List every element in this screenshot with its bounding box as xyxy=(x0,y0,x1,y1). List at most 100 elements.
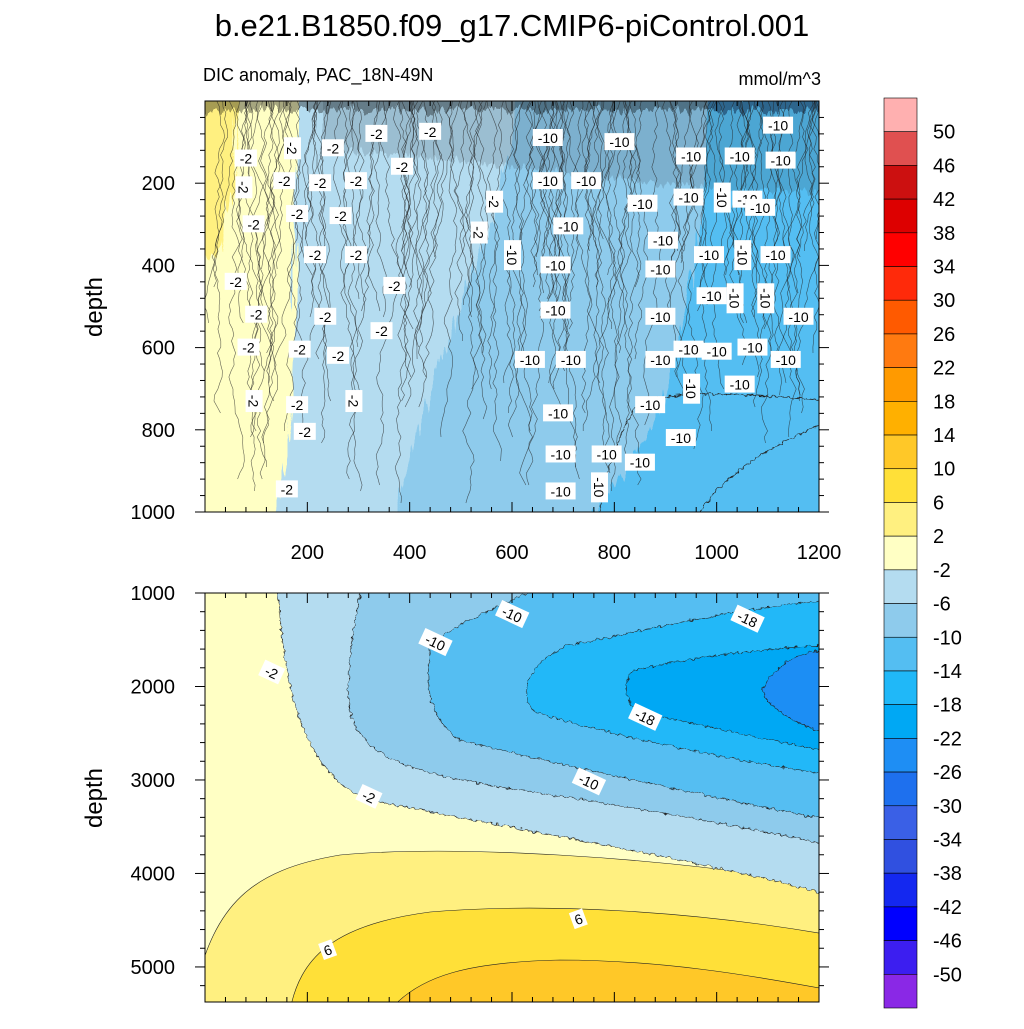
colorbar-swatch xyxy=(883,940,918,975)
contour-label: -10 xyxy=(645,307,676,325)
y-tick-label: 3000 xyxy=(131,770,176,792)
svg-text:-2: -2 xyxy=(332,348,345,364)
svg-text:-10: -10 xyxy=(678,342,698,358)
svg-text:-2: -2 xyxy=(250,307,263,323)
x-tick-label: 200 xyxy=(291,542,324,564)
svg-text:-10: -10 xyxy=(550,446,570,462)
svg-text:-10: -10 xyxy=(768,118,788,134)
x-tick-label: 800 xyxy=(598,542,631,564)
contour-label: -10 xyxy=(540,301,571,319)
colorbar-label: -2 xyxy=(933,560,951,582)
contour-label: -2 xyxy=(345,390,363,413)
svg-text:-10: -10 xyxy=(640,397,660,413)
colorbar-label: -42 xyxy=(933,897,962,919)
y-tick-label: 1000 xyxy=(131,502,176,524)
colorbar-label: -18 xyxy=(933,695,962,717)
colorbar-swatch xyxy=(883,131,918,166)
svg-text:-10: -10 xyxy=(699,247,719,263)
svg-text:-2: -2 xyxy=(396,159,409,175)
svg-text:-10: -10 xyxy=(576,770,601,793)
x-tick-label: 400 xyxy=(393,542,426,564)
svg-text:-2: -2 xyxy=(424,124,437,140)
colorbar-label: 46 xyxy=(933,155,955,177)
svg-text:-10: -10 xyxy=(765,247,785,263)
contour-label: -10 xyxy=(418,628,453,657)
contour-label: -10 xyxy=(734,240,752,271)
svg-text:-10: -10 xyxy=(650,352,670,368)
svg-text:-2: -2 xyxy=(293,342,306,358)
contour-label: -2 xyxy=(286,396,309,414)
colorbar-label: 22 xyxy=(933,358,955,380)
svg-text:-10: -10 xyxy=(550,483,570,499)
svg-text:-10: -10 xyxy=(558,218,578,234)
svg-text:-2: -2 xyxy=(375,323,388,339)
svg-text:-10: -10 xyxy=(742,340,762,356)
colorbar-swatch xyxy=(883,636,918,672)
svg-text:-10: -10 xyxy=(707,344,727,360)
svg-text:-10: -10 xyxy=(757,288,773,308)
contour-label: -10 xyxy=(760,246,791,264)
colorbar-label: -26 xyxy=(933,762,962,784)
colorbar-swatch xyxy=(883,266,918,301)
svg-text:-2: -2 xyxy=(334,208,347,224)
contour-label: -2 xyxy=(383,276,406,294)
colorbar-swatch xyxy=(883,603,918,638)
contour-label: -10 xyxy=(624,453,655,471)
y-tick-label: 2000 xyxy=(131,676,176,698)
svg-text:-10: -10 xyxy=(597,446,617,462)
contour-label: -2 xyxy=(419,122,442,140)
contour-label: -2 xyxy=(275,480,298,498)
colorbar-swatch xyxy=(883,468,918,503)
contour-label: -10 xyxy=(673,340,704,358)
contour-label: -10 xyxy=(514,350,545,368)
svg-text:-18: -18 xyxy=(735,608,760,631)
contour-label: -10 xyxy=(604,133,635,151)
colorbar-swatch xyxy=(883,502,918,537)
svg-text:-10: -10 xyxy=(681,148,701,164)
svg-text:-10: -10 xyxy=(671,430,691,446)
contour-label: -2 xyxy=(327,346,350,364)
contour-label: -2 xyxy=(224,272,247,290)
svg-text:-2: -2 xyxy=(314,175,327,191)
contour-label: -10 xyxy=(770,350,801,368)
colorbar-swatch xyxy=(883,771,918,807)
svg-text:-2: -2 xyxy=(247,216,260,232)
svg-text:-2: -2 xyxy=(284,142,300,155)
svg-text:-2: -2 xyxy=(345,395,361,408)
colorbar-label: -34 xyxy=(933,829,962,851)
svg-text:-10: -10 xyxy=(632,196,652,212)
colorbar-swatch xyxy=(883,973,918,1009)
svg-text:-2: -2 xyxy=(246,395,262,408)
contour-label: -10 xyxy=(757,283,775,314)
contour-label: -10 xyxy=(683,373,701,404)
svg-text:-10: -10 xyxy=(730,148,750,164)
svg-text:-2: -2 xyxy=(388,278,401,294)
contour-label: -10 xyxy=(545,482,576,500)
svg-text:-10: -10 xyxy=(499,603,524,626)
contour-label: -10 xyxy=(504,240,521,271)
colorbar-label: 10 xyxy=(933,459,955,481)
y-tick-label: 4000 xyxy=(131,863,176,885)
colorbar-label: 34 xyxy=(933,257,955,279)
colorbar-label: -30 xyxy=(933,796,962,818)
contour-label: -10 xyxy=(647,231,678,249)
contour-label: -10 xyxy=(545,445,576,463)
svg-text:-2: -2 xyxy=(281,481,294,497)
colorbar-label: -10 xyxy=(933,627,962,649)
svg-text:-10: -10 xyxy=(650,262,670,278)
svg-text:-10: -10 xyxy=(630,455,650,471)
colorbar-swatch xyxy=(883,839,918,874)
contour-label: -2 xyxy=(344,246,367,264)
colorbar-swatch xyxy=(883,738,918,773)
colorbar-label: 30 xyxy=(933,290,955,312)
contour-label: -10 xyxy=(495,600,530,629)
colorbar-swatch xyxy=(883,805,918,840)
svg-text:-10: -10 xyxy=(548,405,568,421)
contour-label: -2 xyxy=(237,338,260,356)
svg-text:-2: -2 xyxy=(486,195,502,208)
svg-text:-10: -10 xyxy=(609,134,629,150)
contour-label: -2 xyxy=(486,190,504,213)
y-tick-label: 400 xyxy=(142,255,175,277)
y-tick-label: 1000 xyxy=(131,583,176,605)
svg-text:-2: -2 xyxy=(350,247,363,263)
